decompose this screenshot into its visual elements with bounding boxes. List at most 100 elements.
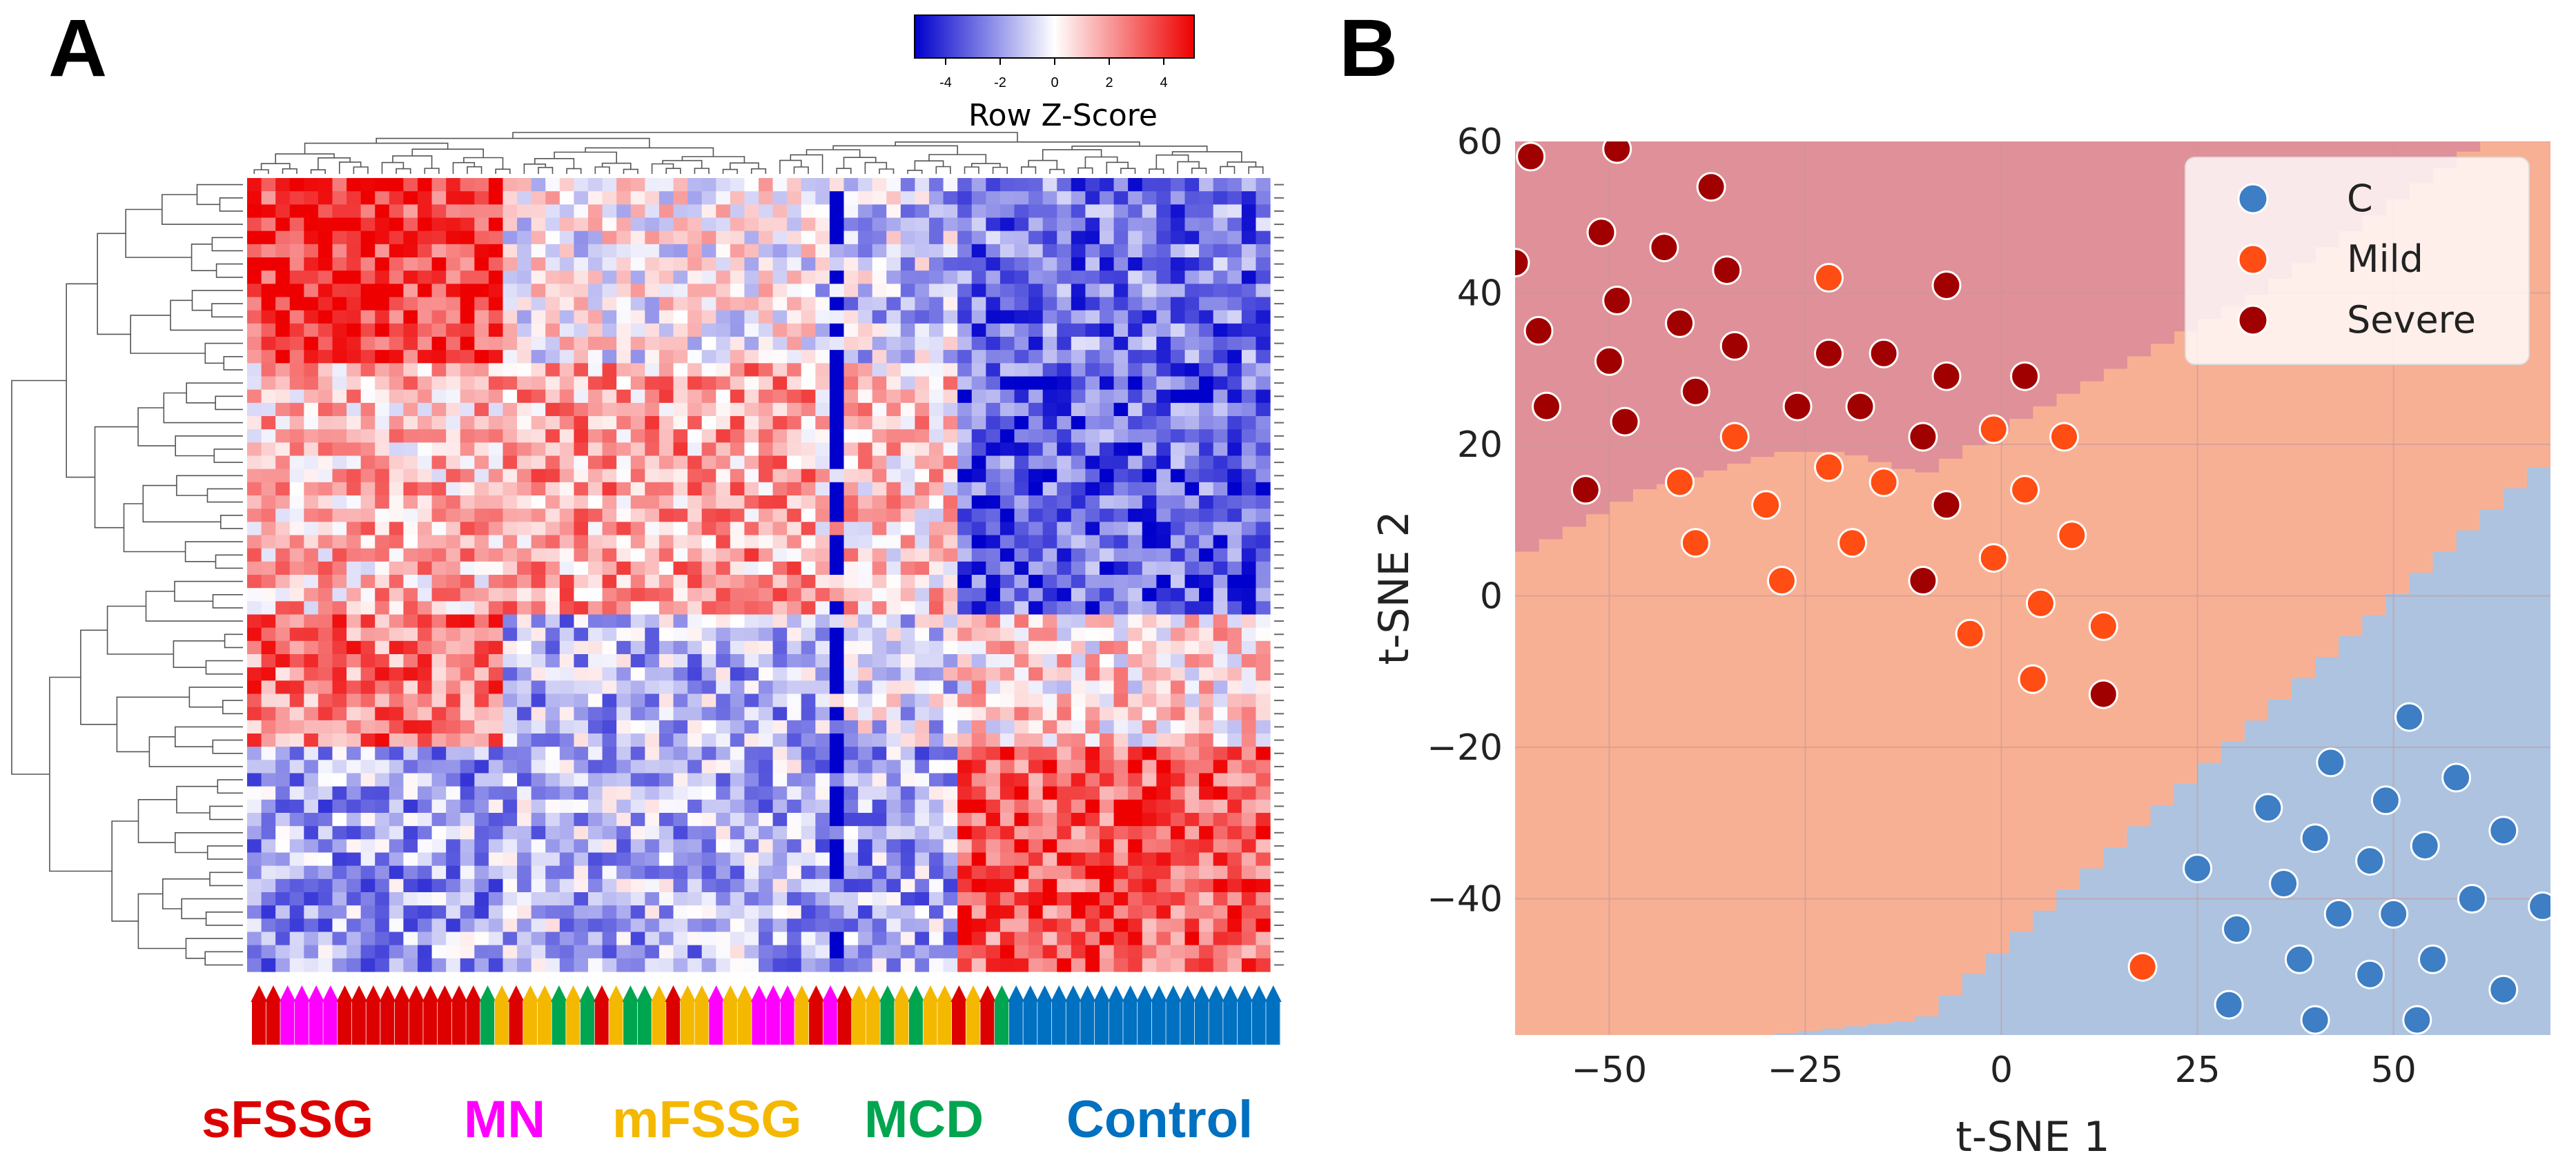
heatmap-cell [1100,760,1115,774]
heatmap-cell [616,760,632,774]
heatmap-cell [759,244,774,258]
point-severe [1908,566,1938,595]
heatmap-cell [957,535,973,549]
heatmap-cell [787,826,802,840]
heatmap-cell [588,588,603,602]
heatmap-cell [289,932,304,946]
heatmap-cell [929,416,944,430]
heatmap-cell [687,257,703,271]
heatmap-cell [986,945,1001,959]
heatmap-cell [502,760,518,774]
heatmap-cell [1184,747,1200,760]
heatmap-cell [986,548,1001,562]
heatmap-cell [999,495,1015,509]
heatmap-cell [999,323,1015,337]
heatmap-cell [574,640,589,655]
heatmap-cell [261,892,276,906]
heatmap-cell [502,813,518,827]
heatmap-cell [275,773,291,787]
heatmap-cell [1014,627,1029,642]
heatmap-cell [1170,509,1186,522]
heatmap-cell [1156,495,1171,509]
heatmap-cell [1028,535,1044,549]
heatmap-cell [318,323,333,337]
heatmap-cell [602,878,617,893]
heatmap-cell [559,945,575,959]
heatmap-cell [843,178,859,192]
heatmap-cell [858,747,873,760]
group-arrow-head [408,985,425,1002]
heatmap-cell [658,680,674,695]
heatmap-cell [375,469,390,483]
heatmap-cell [645,297,660,311]
heatmap-cell [460,813,475,827]
heatmap-cell [1241,720,1257,734]
heatmap-cell [431,747,447,760]
heatmap-cell [559,495,575,509]
heatmap-cell [772,601,788,616]
heatmap-cell [545,720,560,734]
heatmap-cell [801,799,816,814]
heatmap-cell [1170,482,1186,496]
heatmap-cell [375,402,390,417]
heatmap-cell [559,799,575,814]
heatmap-cell [1199,230,1214,245]
heatmap-cell [759,760,774,774]
heatmap-cell [716,839,731,854]
heatmap-cell [1113,905,1129,919]
heatmap-cell [1156,389,1171,404]
heatmap-cell [886,826,901,840]
heatmap-cell [730,680,745,695]
heatmap-cell [502,204,518,219]
heatmap-cell [673,720,688,734]
heatmap [247,178,1271,972]
heatmap-cell [986,892,1001,906]
heatmap-cell [431,945,447,959]
heatmap-cell [602,455,617,470]
panel-a-label: A [48,3,107,94]
heatmap-cell [744,813,759,827]
heatmap-cell [389,760,404,774]
heatmap-cell [1113,654,1129,668]
heatmap-cell [1071,693,1086,708]
heatmap-cell [1014,575,1029,589]
heatmap-cell [673,442,688,457]
heatmap-cell [488,522,504,536]
heatmap-cell [545,614,560,629]
heatmap-cell [360,402,375,417]
heatmap-cell [1057,191,1072,205]
heatmap-cell [687,469,703,483]
heatmap-cell [701,865,716,880]
heatmap-cell [687,416,703,430]
heatmap-cell [418,363,433,377]
heatmap-cell [787,561,802,575]
heatmap-cell [957,323,973,337]
heatmap-cell [1156,693,1171,708]
group-bar-cell [866,1002,881,1045]
heatmap-cell [474,614,489,629]
heatmap-cell [1028,892,1044,906]
heatmap-cell [829,495,845,509]
heatmap-cell [801,575,816,589]
heatmap-cell [673,548,688,562]
heatmap-cell [247,429,262,443]
heatmap-cell [829,402,845,417]
heatmap-cell [517,522,532,536]
heatmap-cell [943,429,958,443]
heatmap-cell [1199,878,1214,893]
heatmap-cell [716,878,731,893]
group-bar-cell [837,1002,852,1045]
heatmap-cell [957,402,973,417]
heatmap-cell [1057,839,1072,854]
heatmap-cell [772,654,788,668]
heatmap-cell [701,905,716,919]
heatmap-cell [759,217,774,232]
heatmap-cell [658,640,674,655]
heatmap-cell [289,548,304,562]
heatmap-cell [1170,402,1186,417]
heatmap-cell [375,442,390,457]
heatmap-cell [1256,760,1271,774]
heatmap-cell [261,270,276,284]
row-dendrogram-branch [212,739,243,754]
heatmap-cell [289,310,304,324]
